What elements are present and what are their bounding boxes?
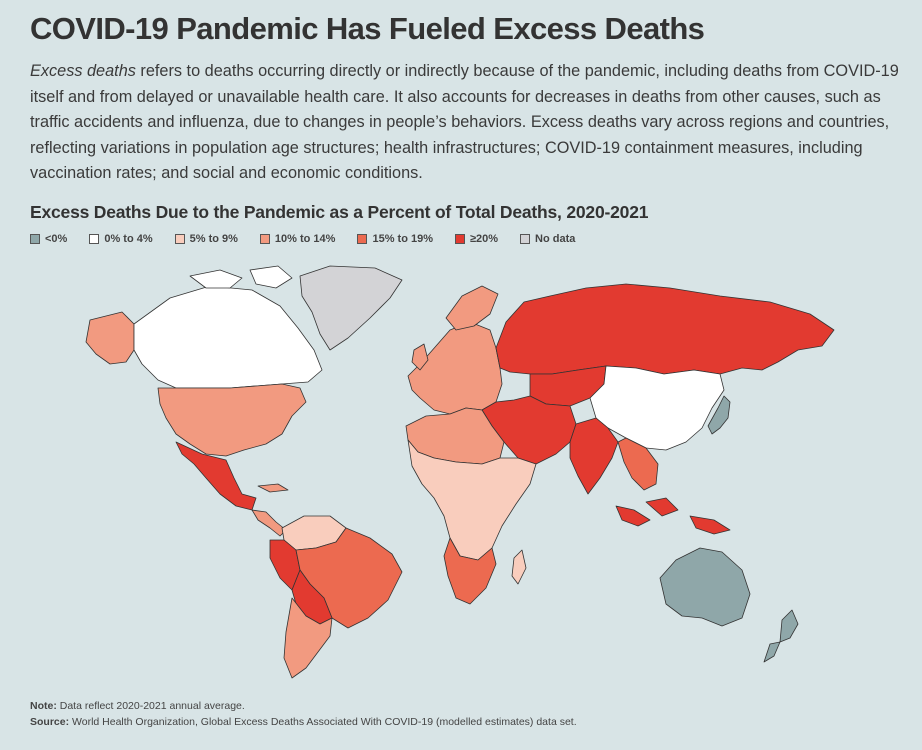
source-line: Source: World Health Organization, Globa… [30,714,577,730]
intro-paragraph: Excess deaths refers to deaths occurring… [30,59,910,187]
intro-text: refers to deaths occurring directly or i… [30,62,899,182]
legend-label: No data [535,232,576,245]
legend-label: 5% to 9% [189,232,238,245]
region-indonesia [689,515,731,535]
region-mongolia-china [589,365,725,451]
world-map-svg [85,265,835,679]
region-southern-africa [443,537,497,605]
legend-item: 0% to 4% [89,232,153,245]
note-line: Note: Data reflect 2020-2021 annual aver… [30,698,577,714]
region-new-zealand [779,609,799,643]
legend-label: <0% [45,232,68,245]
region-canada [189,269,243,289]
legend-label: ≥20% [469,232,499,245]
legend-item: 15% to 19% [357,233,433,245]
legend-item: 5% to 9% [174,232,238,245]
region-australia [659,547,751,627]
legend-swatch [520,233,531,244]
legend-label: 0% to 4% [104,232,153,245]
region-canada [133,285,323,389]
legend-item: <0% [30,233,67,245]
map-legend: <0% 0% to 4% 5% to 9% 10% to 14% 15% to … [30,232,904,246]
intro-emphasis: Excess deaths [30,62,136,80]
legend-swatch [357,233,368,244]
region-indonesia [645,497,679,517]
world-map [30,258,890,686]
region-russia [495,283,835,375]
legend-item: 10% to 14% [259,232,336,245]
note-label: Note: [30,700,57,712]
legend-item: No data [520,233,575,245]
legend-swatch [174,233,185,244]
source-label: Source: [30,716,70,728]
region-southeast-asia [617,437,659,491]
region-sub-saharan-africa [511,549,527,585]
region-india [569,417,619,495]
region-indonesia [615,505,651,527]
notes: Note: Data reflect 2020-2021 annual aver… [30,698,577,730]
region-central-america [257,483,289,493]
region-united-states [157,383,307,457]
region-europe [411,343,429,371]
region-new-zealand [763,641,781,663]
legend-swatch [454,233,465,244]
legend-swatch [259,233,270,244]
region-europe [407,321,503,415]
map-title: Excess Deaths Due to the Pandemic as a P… [30,201,649,222]
region-sub-saharan-africa [407,439,537,561]
legend-label: 10% to 14% [274,232,336,245]
legend-label: 15% to 19% [372,232,433,245]
region-greenland [299,265,403,351]
page-title: COVID-19 Pandemic Has Fueled Excess Deat… [30,11,705,46]
source-text: World Health Organization, Global Excess… [69,716,577,728]
region-central-america [251,509,287,537]
note-text: Data reflect 2020-2021 annual average. [56,700,245,712]
region-argentina-chile [283,597,333,679]
region-canada [249,265,293,289]
legend-item: ≥20% [454,232,499,245]
legend-swatch [89,233,100,244]
region-europe [445,285,499,331]
region-alaska [85,311,135,365]
region-japan [707,395,731,435]
legend-swatch [30,233,40,244]
